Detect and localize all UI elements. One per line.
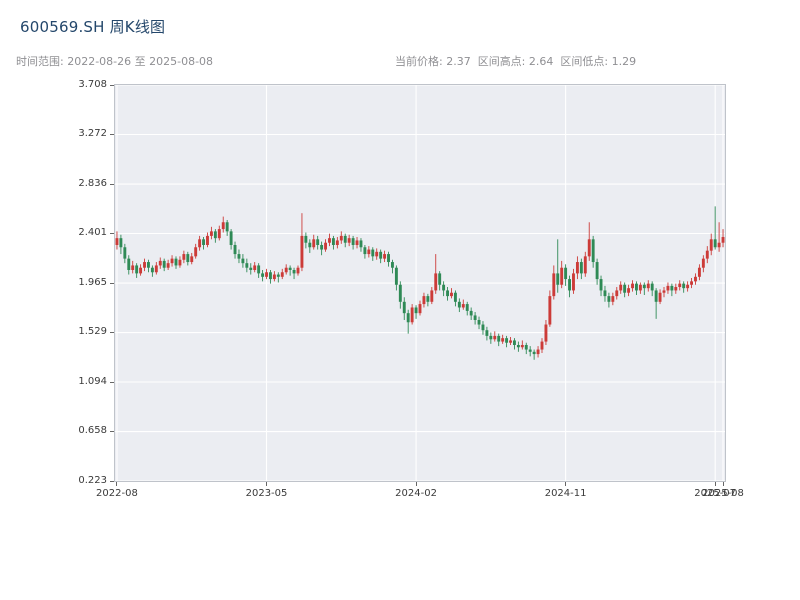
y-axis-tick-label: 3.708 <box>78 78 107 90</box>
x-axis-tick-label: 2022-08 <box>96 488 138 499</box>
y-axis-tick-label: 2.401 <box>78 227 107 238</box>
y-axis-tick-mark <box>110 480 114 482</box>
y-axis-tick-mark <box>110 282 114 284</box>
y-axis-tick-label: 1.094 <box>78 375 107 387</box>
x-axis-tick-mark <box>116 482 118 486</box>
x-axis-tick-mark <box>266 482 268 486</box>
x-axis-tick-label: 2024-11 <box>544 488 587 499</box>
x-axis-tick-mark <box>565 482 567 486</box>
y-axis-tick-mark <box>110 233 114 234</box>
y-axis-tick-mark <box>110 332 114 334</box>
y-axis-tick-mark <box>110 431 114 433</box>
y-axis-tick-label: 3.272 <box>78 128 107 140</box>
price-stats-label: 当前价格: 2.37 区间高点: 2.64 区间低点: 1.29 <box>395 55 637 68</box>
page-title: 600569.SH 周K线图 <box>20 18 166 36</box>
candlestick-chart-svg <box>115 85 725 481</box>
y-axis-tick-mark <box>110 84 114 86</box>
y-axis-tick-label: 1.529 <box>78 326 107 338</box>
y-axis-tick-label: 0.658 <box>78 425 107 437</box>
y-axis-tick-label: 0.223 <box>78 474 107 486</box>
x-axis-tick-label: 2023-05 <box>245 488 288 499</box>
x-axis-tick-label: 2024-02 <box>395 488 437 499</box>
x-axis-tick-label: 2025-07 <box>694 488 737 499</box>
x-axis-tick-mark <box>714 482 716 486</box>
y-axis-tick-mark <box>110 134 114 136</box>
y-axis-tick-mark <box>110 183 114 185</box>
y-axis-tick-mark <box>110 381 114 383</box>
x-axis-tick-mark <box>415 482 417 486</box>
candlestick-plot-area <box>114 84 726 482</box>
y-axis-tick-label: 1.965 <box>78 276 107 288</box>
date-range-label: 时间范围: 2022-08-26 至 2025-08-08 <box>16 55 214 68</box>
x-axis-tick-mark <box>722 482 724 486</box>
x-axis-tick-label: 2025-08 <box>702 488 744 499</box>
y-axis-tick-label: 2.836 <box>78 177 107 189</box>
